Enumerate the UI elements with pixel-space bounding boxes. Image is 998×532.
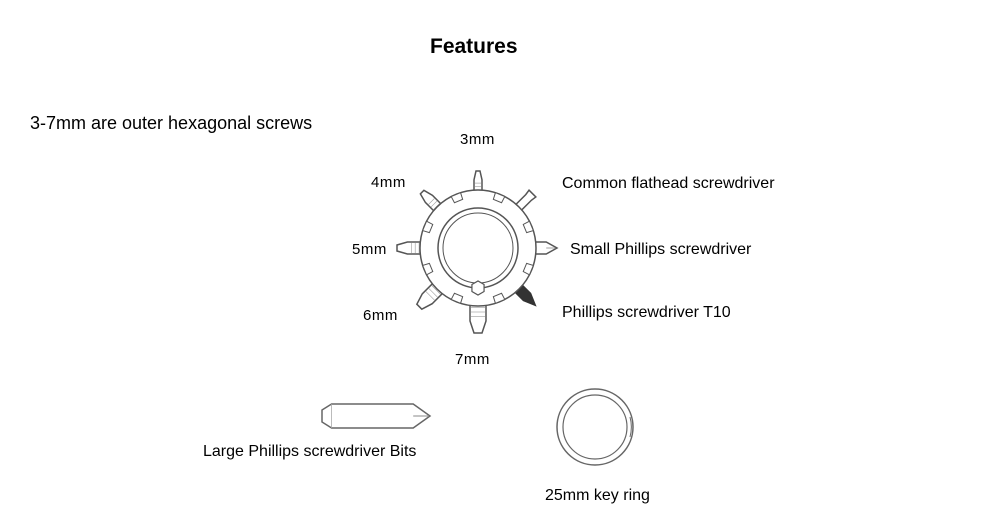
opener-ring-inner [443, 213, 513, 283]
keyring-split [630, 417, 631, 437]
inner-hex-icon [472, 281, 484, 295]
bit-5mm [397, 242, 423, 254]
bit-7mm [470, 303, 486, 333]
keyring-inner [563, 395, 627, 459]
multitool-diagram [0, 0, 998, 532]
keyring-outer [557, 389, 633, 465]
